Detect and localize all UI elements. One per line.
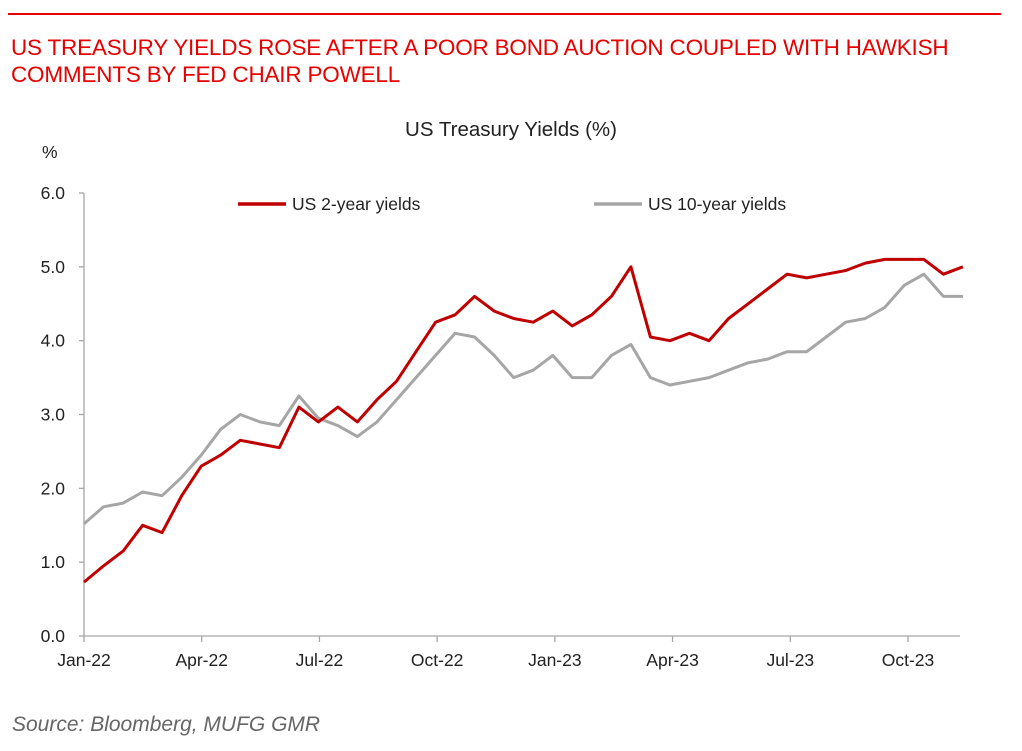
chart-title: US Treasury Yields (%): [405, 118, 617, 141]
x-tick-label: Oct-23: [882, 650, 935, 670]
legend-label: US 2-year yields: [292, 194, 421, 214]
x-tick-label: Jan-23: [528, 650, 582, 670]
headline: US TREASURY YIELDS ROSE AFTER A POOR BON…: [11, 35, 949, 87]
y-tick-label: 3.0: [41, 405, 66, 425]
x-tick-label: Jul-22: [296, 650, 344, 670]
header-rule: [8, 13, 1001, 15]
y-tick-label: 0.0: [41, 626, 66, 646]
x-tick-label: Apr-22: [175, 650, 228, 670]
y-tick-label: 2.0: [41, 478, 66, 498]
x-tick-label: Jan-22: [57, 650, 111, 670]
y-tick-label: 4.0: [41, 331, 66, 351]
legend-label: US 10-year yields: [648, 194, 786, 214]
x-tick-label: Jul-23: [766, 650, 814, 670]
y-tick-label: 1.0: [41, 552, 66, 572]
y-tick-label: 6.0: [41, 183, 66, 203]
series-line-2y: [83, 257, 964, 584]
y-tick-label: 5.0: [41, 257, 66, 277]
x-tick-label: Oct-22: [411, 650, 464, 670]
y-axis-unit: %: [42, 142, 58, 162]
series-line-10y: [83, 272, 963, 525]
source-note: Source: Bloomberg, MUFG GMR: [12, 713, 321, 736]
x-tick-label: Apr-23: [646, 650, 699, 670]
